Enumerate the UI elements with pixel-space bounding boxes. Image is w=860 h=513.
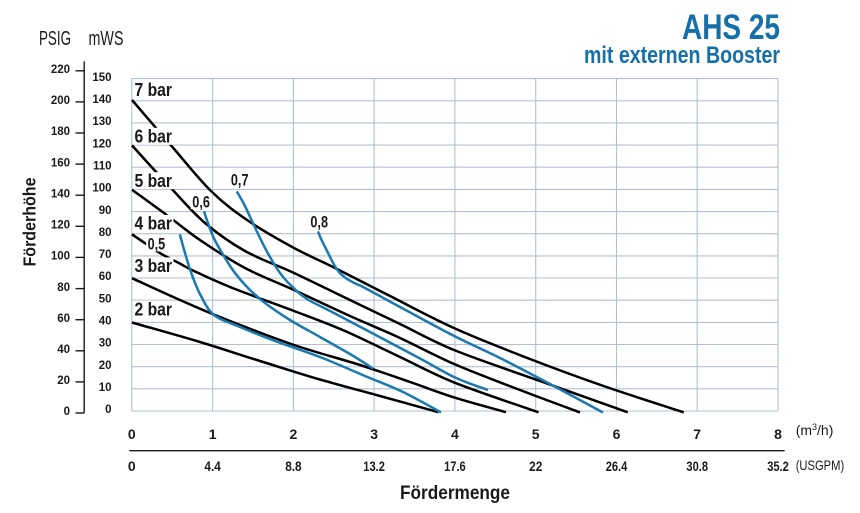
svg-text:2: 2 (290, 426, 298, 442)
svg-text:140: 140 (51, 188, 70, 200)
svg-text:AHS 25: AHS 25 (682, 8, 780, 47)
svg-text:(m3/h): (m3/h) (796, 422, 834, 438)
svg-text:0: 0 (128, 426, 136, 442)
svg-text:100: 100 (92, 183, 111, 195)
svg-text:80: 80 (99, 227, 112, 239)
svg-text:0,8: 0,8 (310, 214, 328, 232)
svg-text:2 bar: 2 bar (135, 298, 173, 319)
svg-text:4.4: 4.4 (204, 458, 221, 474)
svg-text:7 bar: 7 bar (135, 79, 173, 100)
svg-text:160: 160 (51, 157, 70, 169)
svg-text:3: 3 (370, 426, 378, 442)
svg-text:20: 20 (57, 375, 70, 387)
svg-text:5: 5 (532, 426, 540, 442)
svg-text:120: 120 (51, 220, 70, 232)
svg-text:5 bar: 5 bar (135, 170, 173, 191)
svg-text:200: 200 (51, 95, 70, 107)
svg-text:Förderhöhe: Förderhöhe (20, 177, 40, 266)
svg-text:35.2: 35.2 (767, 458, 789, 474)
svg-text:6 bar: 6 bar (135, 126, 173, 147)
svg-text:220: 220 (51, 64, 70, 76)
svg-text:4: 4 (451, 426, 459, 442)
svg-text:30.8: 30.8 (686, 458, 708, 474)
svg-text:100: 100 (51, 251, 70, 263)
svg-text:60: 60 (99, 271, 112, 283)
svg-text:70: 70 (99, 249, 112, 261)
svg-text:13.2: 13.2 (363, 458, 385, 474)
svg-text:140: 140 (92, 94, 111, 106)
svg-text:110: 110 (93, 160, 112, 172)
svg-text:40: 40 (99, 316, 112, 328)
svg-text:20: 20 (99, 360, 112, 372)
svg-text:0: 0 (64, 406, 70, 418)
svg-text:3 bar: 3 bar (135, 255, 173, 276)
svg-text:0,5: 0,5 (148, 236, 166, 254)
svg-text:10: 10 (99, 382, 112, 394)
svg-text:40: 40 (57, 344, 70, 356)
svg-text:26.4: 26.4 (606, 458, 628, 474)
svg-text:180: 180 (51, 126, 70, 138)
svg-text:130: 130 (92, 116, 111, 128)
svg-text:8: 8 (774, 426, 782, 442)
svg-text:120: 120 (92, 138, 111, 150)
svg-text:150: 150 (92, 72, 111, 84)
svg-text:22: 22 (529, 458, 542, 474)
svg-text:50: 50 (99, 293, 112, 305)
svg-text:7: 7 (693, 426, 701, 442)
svg-text:8.8: 8.8 (285, 458, 302, 474)
svg-text:17.6: 17.6 (444, 458, 466, 474)
svg-text:1: 1 (209, 426, 217, 442)
svg-text:0,6: 0,6 (192, 193, 210, 211)
svg-text:(USGPM): (USGPM) (796, 457, 845, 473)
svg-text:30: 30 (99, 338, 112, 350)
svg-text:0: 0 (105, 404, 111, 416)
svg-text:Fördermenge: Fördermenge (400, 483, 510, 504)
svg-text:0: 0 (128, 458, 136, 474)
svg-text:60: 60 (57, 313, 70, 325)
svg-text:mit externen Booster: mit externen Booster (584, 42, 780, 69)
svg-text:mWS: mWS (89, 28, 124, 50)
svg-text:PSIG: PSIG (39, 28, 71, 50)
svg-text:80: 80 (57, 282, 70, 294)
svg-text:6: 6 (613, 426, 621, 442)
svg-text:0,7: 0,7 (231, 172, 249, 190)
svg-text:90: 90 (99, 205, 112, 217)
svg-text:4 bar: 4 bar (135, 213, 173, 234)
